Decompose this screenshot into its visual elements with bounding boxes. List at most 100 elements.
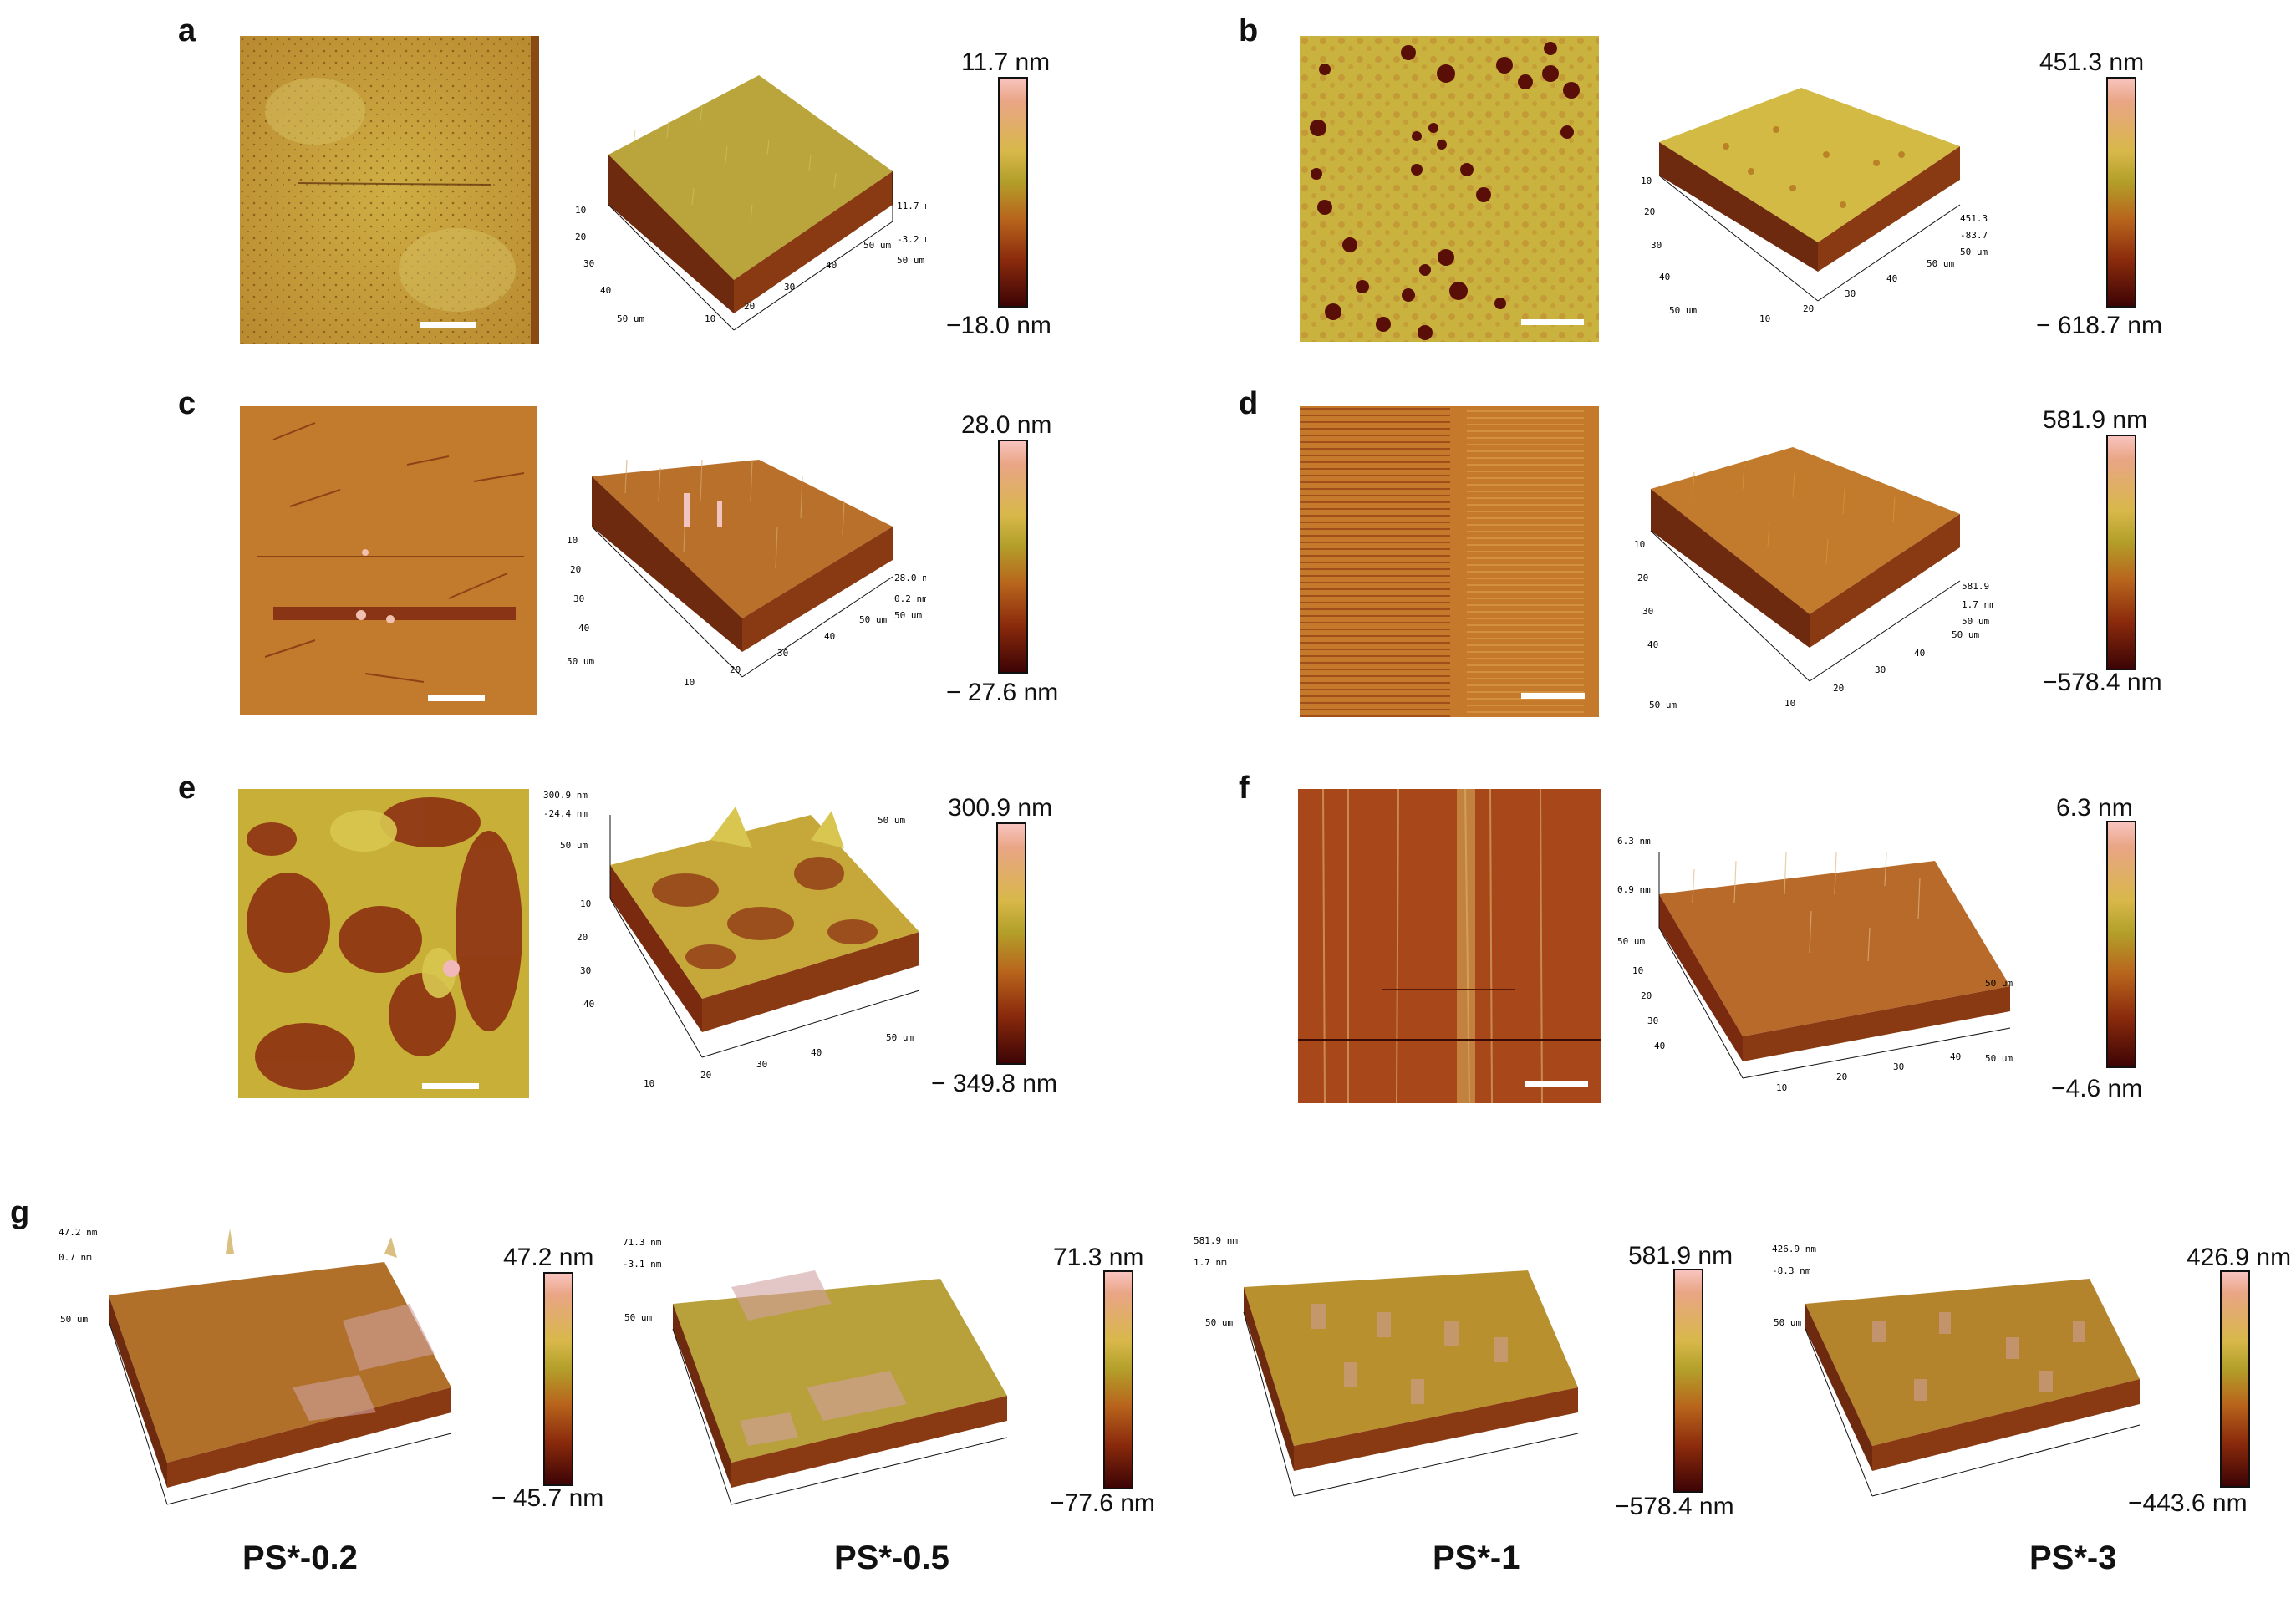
f-side-max: 6.3 nm <box>1617 836 1651 847</box>
afm-3d-image-g1: 47.2 nm 0.7 nm 50 um <box>59 1227 460 1521</box>
a-tick-l2: 30 <box>583 258 594 269</box>
g1-side-max: 47.2 nm <box>59 1229 98 1238</box>
b-tick-b0: 10 <box>1759 313 1770 324</box>
e-tick-b3: 40 <box>811 1047 822 1058</box>
colorbar-min-g4: −443.6 nm <box>2128 1489 2248 1517</box>
g4-side-max: 426.9 nm <box>1772 1245 1816 1254</box>
c-tick-b3: 40 <box>824 631 835 642</box>
f-tick-l4: 50 um <box>1985 1053 2013 1064</box>
caption-ps-0-2: PS*-0.2 <box>242 1539 358 1576</box>
a-tick-l3: 40 <box>600 285 611 296</box>
g3-side-max: 581.9 nm <box>1194 1237 1238 1246</box>
scale-bar-e <box>422 1083 479 1089</box>
colorbar-max-a: 11.7 nm <box>961 48 1051 76</box>
colorbar-min-g2: −77.6 nm <box>1050 1489 1155 1517</box>
scale-bar-f <box>1525 1081 1588 1087</box>
d-tick-l0: 10 <box>1634 539 1645 550</box>
a-tick-b0: 10 <box>705 313 715 324</box>
d-tick-b4: 50 um <box>1952 629 1979 640</box>
colorbar-min-e: − 349.8 nm <box>931 1070 1057 1097</box>
panel-letter-f: f <box>1239 771 1250 806</box>
afm-3d-image-f: 6.3 nm 0.9 nm 50 um 10 20 30 40 50 um 10… <box>1617 836 2019 1103</box>
a-tick-l1: 20 <box>575 232 586 242</box>
afm-height-image-c <box>240 406 537 715</box>
c-tick-b1: 20 <box>730 664 741 675</box>
f-tick-b2: 30 <box>1893 1061 1904 1072</box>
caption-ps-0-5: PS*-0.5 <box>834 1539 949 1576</box>
e-tick-l2: 30 <box>580 965 591 976</box>
c-tick-b4: 50 um <box>859 614 887 625</box>
c-tick-l0: 10 <box>567 535 578 546</box>
g2-side-um: 50 um <box>624 1312 652 1323</box>
c-side-max: 28.0 nm <box>894 573 926 583</box>
c-tick-l2: 30 <box>573 593 584 604</box>
c-tick-l3: 40 <box>578 623 589 634</box>
scale-bar-d <box>1521 693 1585 699</box>
colorbar-min-f: −4.6 nm <box>2051 1075 2143 1102</box>
a-side-max: 11.7 nm <box>897 201 926 211</box>
d-tick-l4: 50 um <box>1649 700 1677 710</box>
colorbar-max-g1: 47.2 nm <box>503 1244 594 1271</box>
colorbar-max-g2: 71.3 nm <box>1053 1244 1144 1271</box>
b-tick-l4: 50 um <box>1669 305 1697 316</box>
colorbar-max-g4: 426.9 nm <box>2187 1244 2292 1271</box>
colorbar-min-b: − 618.7 nm <box>2036 312 2162 339</box>
scale-bar-a <box>420 322 476 328</box>
b-tick-b3: 40 <box>1886 273 1897 284</box>
colorbar-max-g3: 581.9 nm <box>1628 1242 1733 1270</box>
colorbar-g1 <box>543 1272 573 1486</box>
colorbar-min-g3: −578.4 nm <box>1615 1493 1734 1520</box>
g4-side-um: 50 um <box>1774 1317 1801 1328</box>
afm-3d-image-b: 10 20 30 40 50 um 10 20 30 40 50 um 451.… <box>1626 63 2004 343</box>
colorbar-g4 <box>2220 1270 2250 1488</box>
c-side-um: 50 um <box>894 610 922 621</box>
c-tick-b0: 10 <box>684 677 695 688</box>
colorbar-min-a: −18.0 nm <box>946 312 1051 339</box>
d-tick-b1: 20 <box>1833 683 1844 694</box>
afm-3d-image-g3: 581.9 nm 1.7 nm 50 um <box>1194 1235 1586 1521</box>
f-side-mid: 0.9 nm <box>1617 884 1651 895</box>
b-tick-l1: 20 <box>1644 206 1655 217</box>
b-side-um: 50 um <box>1960 247 1988 257</box>
f-tick-b3: 40 <box>1950 1051 1961 1062</box>
panel-letter-d: d <box>1239 386 1259 421</box>
f-tick-l2: 30 <box>1647 1015 1658 1026</box>
colorbar-min-g1: − 45.7 nm <box>491 1484 604 1512</box>
a-tick-l0: 10 <box>575 205 586 216</box>
panel-letter-c: c <box>178 386 196 421</box>
f-tick-l0: 10 <box>1632 965 1643 976</box>
c-tick-l4: 50 um <box>567 656 594 667</box>
g1-side-um: 50 um <box>60 1314 88 1325</box>
scale-bar-b <box>1521 319 1584 325</box>
f-tick-b0: 10 <box>1776 1082 1787 1093</box>
colorbar-max-e: 300.9 nm <box>948 794 1053 822</box>
f-tick-l3: 40 <box>1654 1041 1665 1051</box>
colorbar-g2 <box>1103 1270 1133 1489</box>
caption-ps-1: PS*-1 <box>1433 1539 1520 1576</box>
panel-letter-a: a <box>178 13 196 48</box>
e-tick-b0: 10 <box>644 1078 654 1089</box>
afm-3d-image-c: 10 20 30 40 50 um 10 20 30 40 50 um 28.0… <box>558 426 934 710</box>
a-tick-b3: 40 <box>826 260 837 271</box>
a-tick-b2: 30 <box>784 282 795 293</box>
colorbar-max-d: 581.9 nm <box>2043 406 2148 434</box>
b-tick-l3: 40 <box>1659 272 1670 282</box>
b-tick-l0: 10 <box>1641 176 1652 186</box>
d-tick-l2: 30 <box>1642 606 1653 617</box>
e-tick-b2: 30 <box>756 1059 767 1070</box>
d-side-um: 50 um <box>1962 616 1989 627</box>
e-tick-l3: 40 <box>583 999 594 1010</box>
afm-3d-image-g2: 71.3 nm -3.1 nm 50 um <box>623 1237 1016 1521</box>
colorbar-e <box>996 822 1026 1065</box>
afm-3d-image-g4: 426.9 nm -8.3 nm 50 um <box>1772 1244 2156 1521</box>
g3-side-um: 50 um <box>1205 1317 1233 1328</box>
panel-letter-e: e <box>178 771 196 806</box>
e-tick-l0: 10 <box>580 898 591 909</box>
afm-height-image-a <box>240 36 539 344</box>
g1-side-mid: 0.7 nm <box>59 1252 92 1263</box>
colorbar-min-d: −578.4 nm <box>2043 669 2162 696</box>
d-side-mid: 1.7 nm <box>1962 599 1993 610</box>
colorbar-b <box>2106 77 2136 308</box>
afm-height-image-f <box>1298 789 1601 1103</box>
colorbar-max-b: 451.3 nm <box>2039 48 2145 76</box>
